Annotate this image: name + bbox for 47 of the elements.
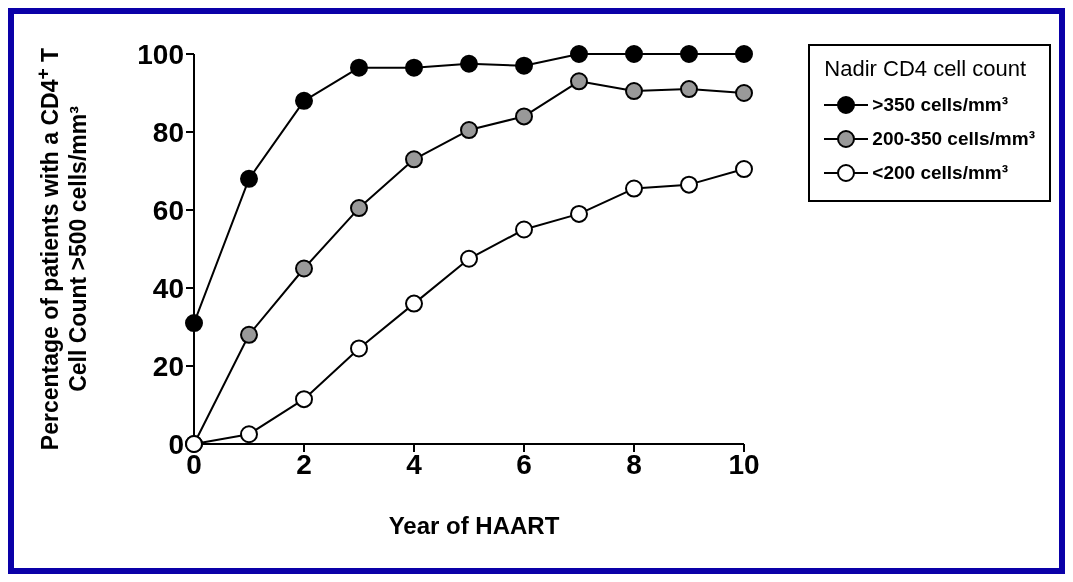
x-tick-label: 10 <box>728 448 760 480</box>
point <box>295 259 313 278</box>
point <box>295 390 313 409</box>
point <box>735 84 753 102</box>
y-tick-label: 80 <box>152 116 184 148</box>
point <box>405 58 423 77</box>
y-tick-label: 100 <box>137 38 184 70</box>
point <box>460 249 478 268</box>
point <box>295 91 313 110</box>
y-tick-label: 60 <box>152 194 184 226</box>
point <box>515 107 533 126</box>
point <box>460 54 478 73</box>
point <box>570 72 588 91</box>
point <box>515 220 533 239</box>
legend-title: Nadir CD4 cell count <box>824 56 1028 82</box>
point <box>240 425 258 444</box>
legend-label: 200-350 cells/mm³ <box>872 128 1035 150</box>
point <box>570 45 588 63</box>
point <box>680 45 698 63</box>
x-tick-label: 2 <box>296 448 312 480</box>
x-tick-label: 4 <box>406 448 423 480</box>
legend-label: <200 cells/mm³ <box>872 162 1009 184</box>
point <box>515 56 533 75</box>
x-tick-label: 6 <box>516 448 532 480</box>
point <box>625 82 643 101</box>
point <box>405 150 423 169</box>
y-tick-label: 20 <box>152 350 184 382</box>
point <box>185 314 203 333</box>
legend-label: >350 cells/mm³ <box>872 94 1009 116</box>
point <box>350 58 368 77</box>
point <box>240 325 258 344</box>
point <box>405 294 423 313</box>
point <box>350 199 368 218</box>
point <box>625 179 643 198</box>
point <box>680 80 698 99</box>
point <box>240 169 258 188</box>
point <box>570 204 588 223</box>
point <box>350 339 368 358</box>
point <box>625 45 643 63</box>
point <box>735 45 753 63</box>
y-tick-label: 40 <box>152 272 184 304</box>
point <box>460 121 478 140</box>
x-tick-label: 8 <box>626 448 642 480</box>
point <box>735 160 753 179</box>
y-tick-label: 0 <box>168 428 184 460</box>
x-axis-title: Year of HAART <box>387 512 561 540</box>
point <box>680 175 698 194</box>
